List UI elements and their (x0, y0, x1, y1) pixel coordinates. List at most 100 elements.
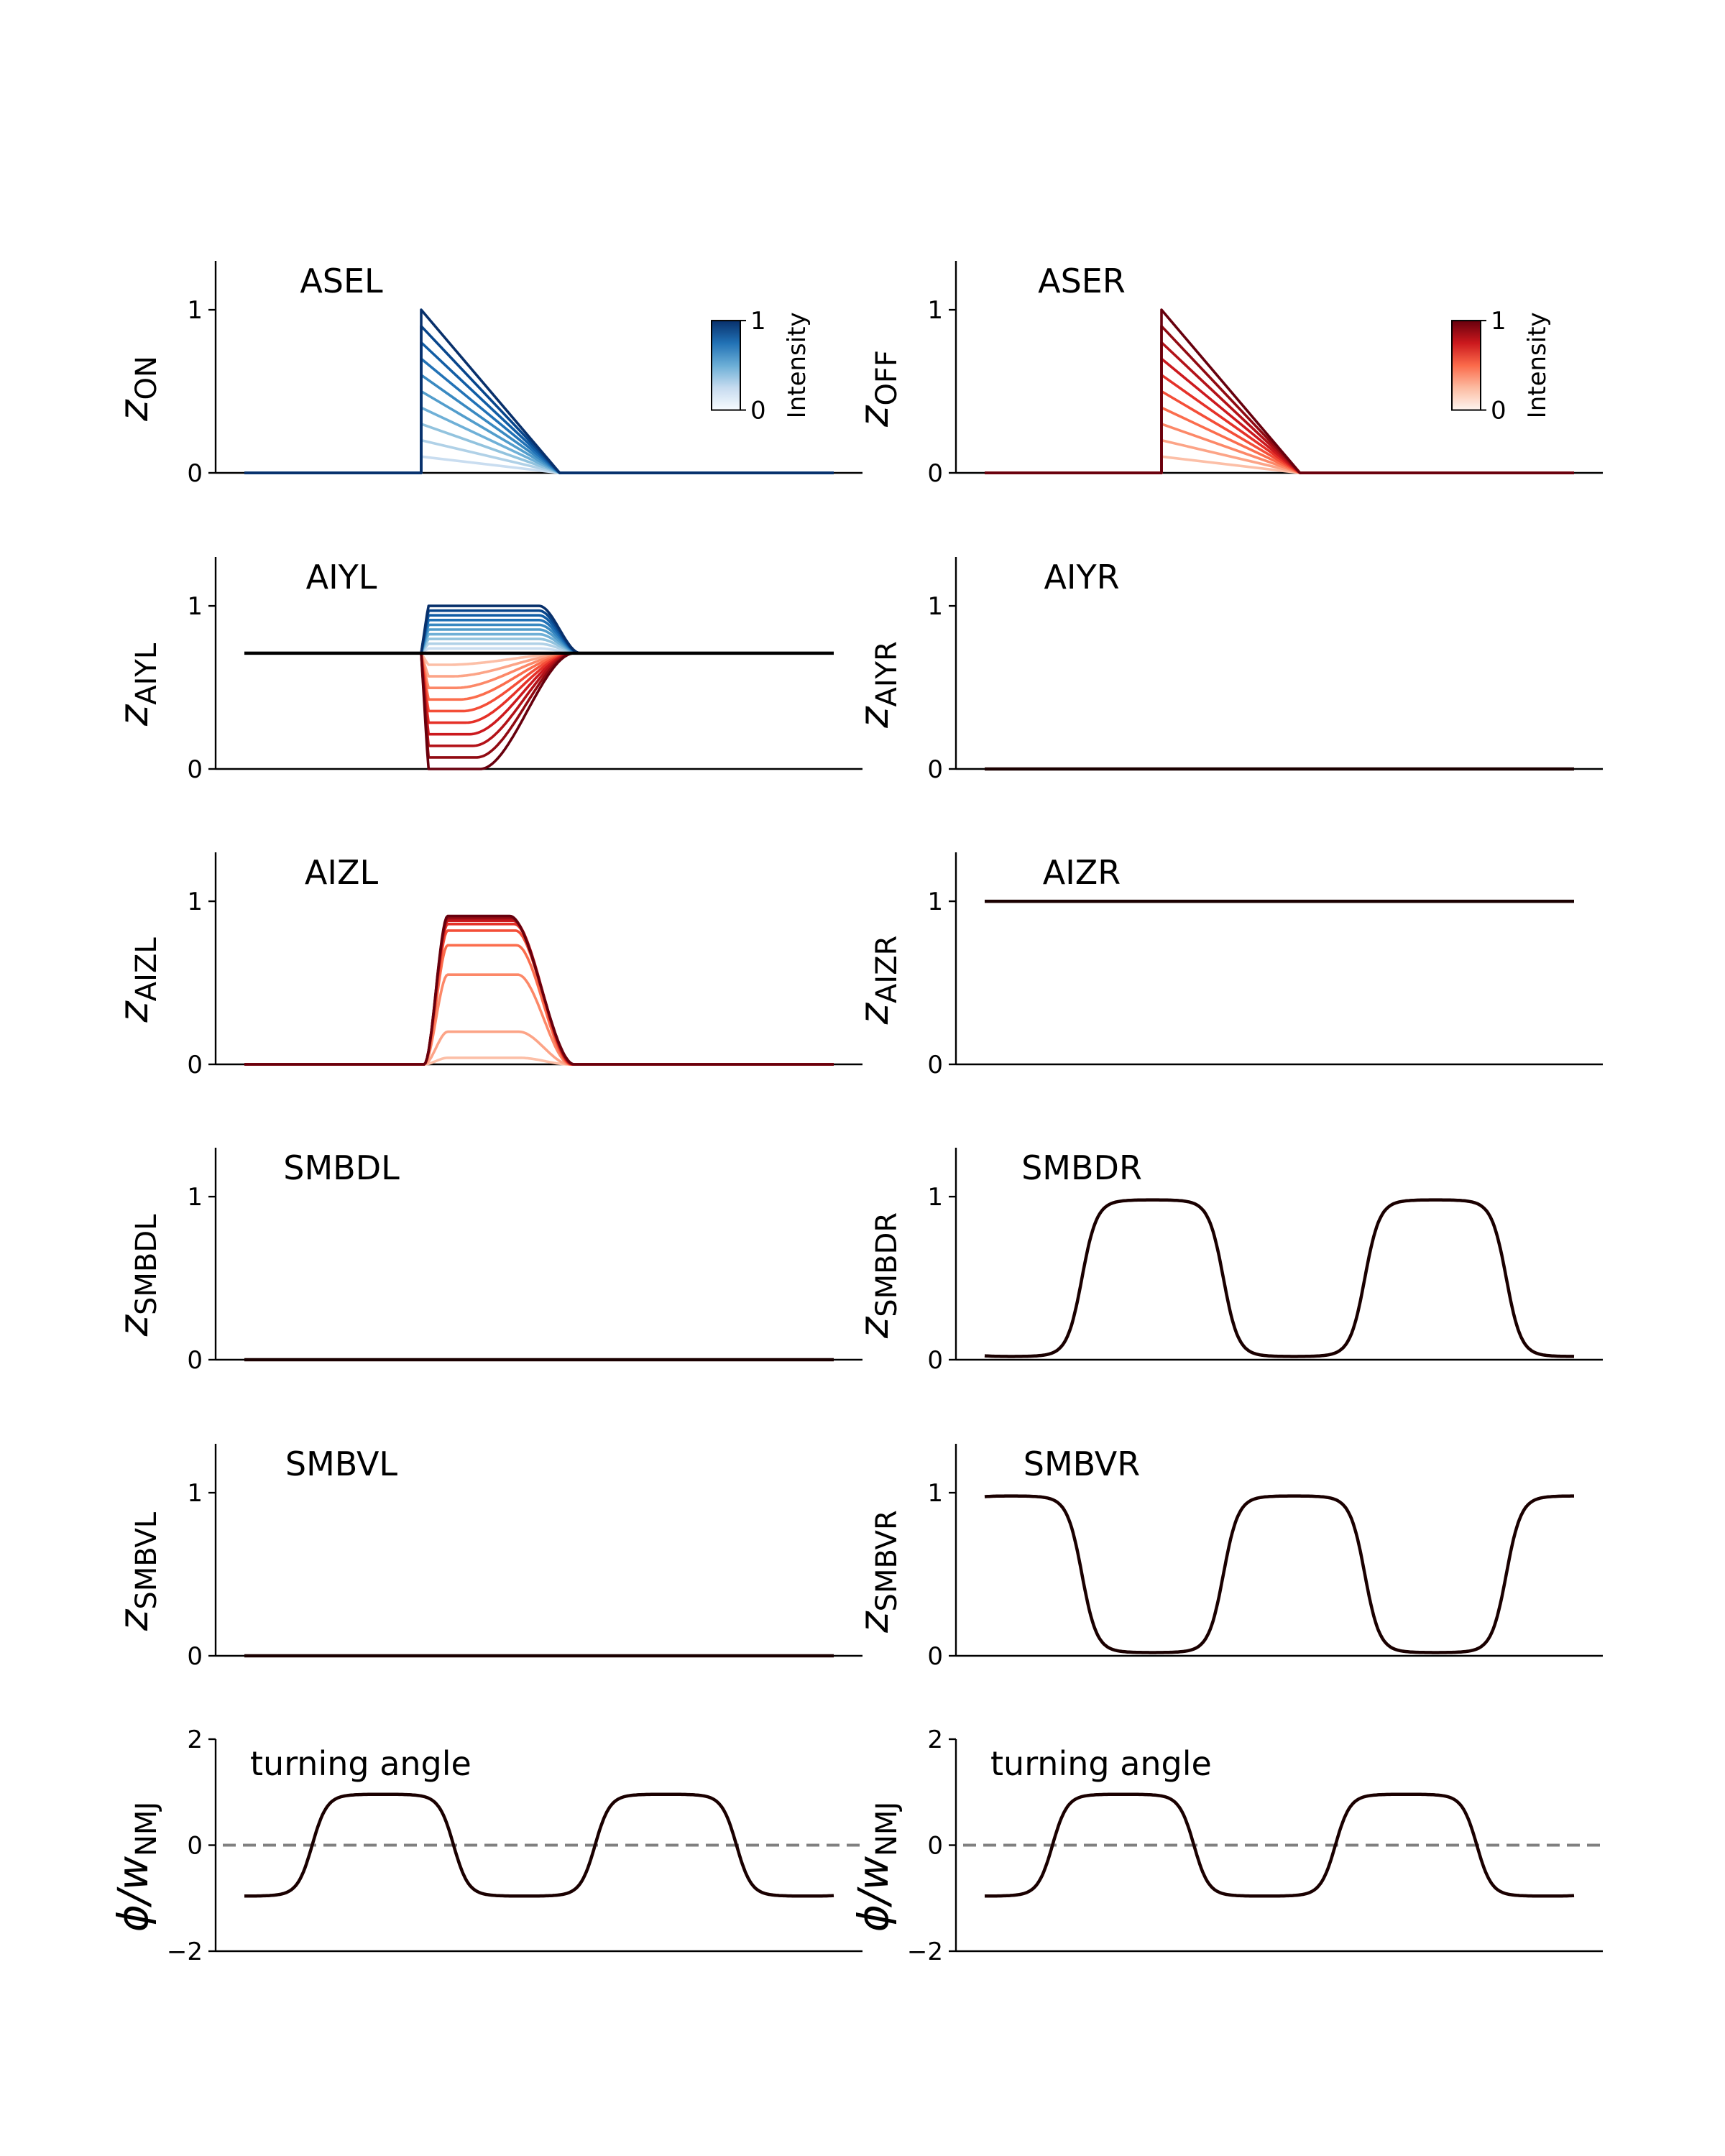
series-line (984, 1198, 1575, 1358)
curve-reds-level-7 (985, 357, 1574, 474)
curve-reds-level-5 (985, 390, 1574, 474)
y-axis-label-subscript: AIYL (130, 642, 163, 705)
y-axis-label-symbol: z (851, 706, 898, 729)
y-axis-label-symbol: z (851, 1611, 898, 1634)
curve-blues-level-8 (244, 341, 834, 474)
y-axis-label-subscript: ON (130, 356, 163, 400)
y-tick-label: 0 (187, 755, 203, 784)
y-axis-label-subscript: SMBVR (870, 1510, 903, 1611)
y-tick-label: 0 (927, 1346, 943, 1375)
y-axis-label-symbol: z (111, 1000, 157, 1023)
y-tick-label: 0 (187, 1051, 203, 1079)
y-axis-label-symbol: z (851, 1316, 898, 1339)
y-axis-label-subscript: SMBDL (130, 1214, 163, 1315)
y-tick-label: 1 (187, 1183, 203, 1212)
panel-title: AIZR (1043, 853, 1121, 892)
y-axis-label-symbol: z (111, 704, 157, 727)
y-axis-label: ϕ/wNMJ (109, 1802, 163, 1932)
panel-title: ASEL (300, 262, 383, 300)
curve-reds-level-4 (985, 406, 1574, 474)
curve-blues-level-3 (244, 637, 834, 655)
colorbar-label: Intensity (783, 312, 811, 418)
y-axis-label-subscript: OFF (870, 350, 903, 406)
curve-reds-level-9 (985, 325, 1574, 474)
y-tick-label: 1 (927, 296, 943, 325)
curve-blues-level-5 (244, 390, 834, 474)
y-tick-label: 1 (187, 592, 203, 621)
y-tick-label: 1 (927, 1183, 943, 1212)
panel-aser: 0 1 zOFF ASER 1 0 Intensity (851, 261, 1603, 488)
curve-blues-level-9 (244, 325, 834, 474)
y-axis-label-subscript: NMJ (130, 1802, 163, 1856)
panel-title: SMBDL (283, 1148, 400, 1187)
panel-turn_left: −2 0 2 ϕ/wNMJ turning angle (109, 1726, 862, 1966)
panel-title: SMBDR (1021, 1148, 1142, 1187)
y-axis-label-symbol: ϕ/w (849, 1856, 898, 1932)
curve-blues-level-6 (244, 374, 834, 474)
panel-title: AIZL (305, 853, 379, 892)
y-axis-label-symbol: ϕ/w (109, 1856, 157, 1932)
series-line (244, 1792, 834, 1898)
y-tick-label: 0 (927, 1051, 943, 1079)
y-tick-label: 0 (187, 459, 203, 488)
y-tick-label: 1 (927, 1479, 943, 1508)
y-axis-label-subscript: AIYR (870, 641, 903, 706)
panel-title: turning angle (250, 1744, 472, 1783)
y-axis-label-subscript: AIZL (130, 937, 163, 1002)
colorbar (1451, 320, 1481, 411)
panel-title: SMBVR (1024, 1445, 1140, 1483)
y-axis-label: ϕ/wNMJ (849, 1802, 903, 1932)
curve-reds-level-6 (985, 374, 1574, 474)
curve-blues-level-10 (244, 308, 834, 474)
y-axis-label-symbol: z (851, 1002, 898, 1025)
y-axis-label-symbol: z (111, 1314, 157, 1337)
y-axis-label: zSMBVR (851, 1510, 903, 1634)
panel-title: AIYL (306, 558, 377, 596)
y-axis-label: zSMBDL (111, 1214, 163, 1337)
panel-title: SMBVL (285, 1445, 397, 1483)
y-axis-label-symbol: z (851, 405, 898, 428)
y-axis-label: zON (111, 356, 163, 422)
colorbar-max-label: 1 (750, 307, 766, 336)
y-axis-label-subscript: AIZR (870, 936, 903, 1003)
y-tick-label: 0 (927, 1832, 943, 1861)
y-axis-label-symbol: z (111, 1608, 157, 1631)
y-tick-label: 0 (187, 1832, 203, 1861)
y-axis-label: zOFF (851, 350, 903, 428)
curve-blues-level-9 (244, 609, 834, 655)
colorbar-label: Intensity (1523, 312, 1552, 418)
y-tick-label: 0 (927, 459, 943, 488)
y-tick-label: 2 (927, 1726, 943, 1754)
y-axis-label-symbol: z (111, 399, 157, 422)
y-axis-label-subscript: SMBVL (130, 1511, 163, 1609)
curve-blues-level-7 (244, 357, 834, 474)
y-tick-label: 0 (187, 1346, 203, 1375)
y-axis-label: zSMBVL (111, 1511, 163, 1631)
y-tick-label: 1 (187, 296, 203, 325)
y-tick-label: 1 (187, 1479, 203, 1508)
curve-reds-level-10 (244, 914, 834, 1066)
panel-title: AIYR (1044, 558, 1119, 596)
curve-reds-level-8 (985, 341, 1574, 474)
colorbar-min-label: 0 (750, 397, 766, 425)
y-tick-label: 0 (187, 1642, 203, 1671)
colorbar-max-label: 1 (1491, 307, 1506, 336)
y-axis-label: zAIYR (851, 641, 903, 729)
panel-asel: 0 1 zON ASEL 1 0 Intensity (111, 261, 862, 488)
y-tick-label: −2 (167, 1938, 203, 1966)
y-tick-label: 2 (187, 1726, 203, 1754)
curve-reds-level-10 (985, 308, 1574, 474)
y-tick-label: 0 (927, 755, 943, 784)
y-tick-label: 0 (927, 1642, 943, 1671)
curve-blues-level-4 (244, 406, 834, 474)
series-line (984, 1792, 1575, 1898)
